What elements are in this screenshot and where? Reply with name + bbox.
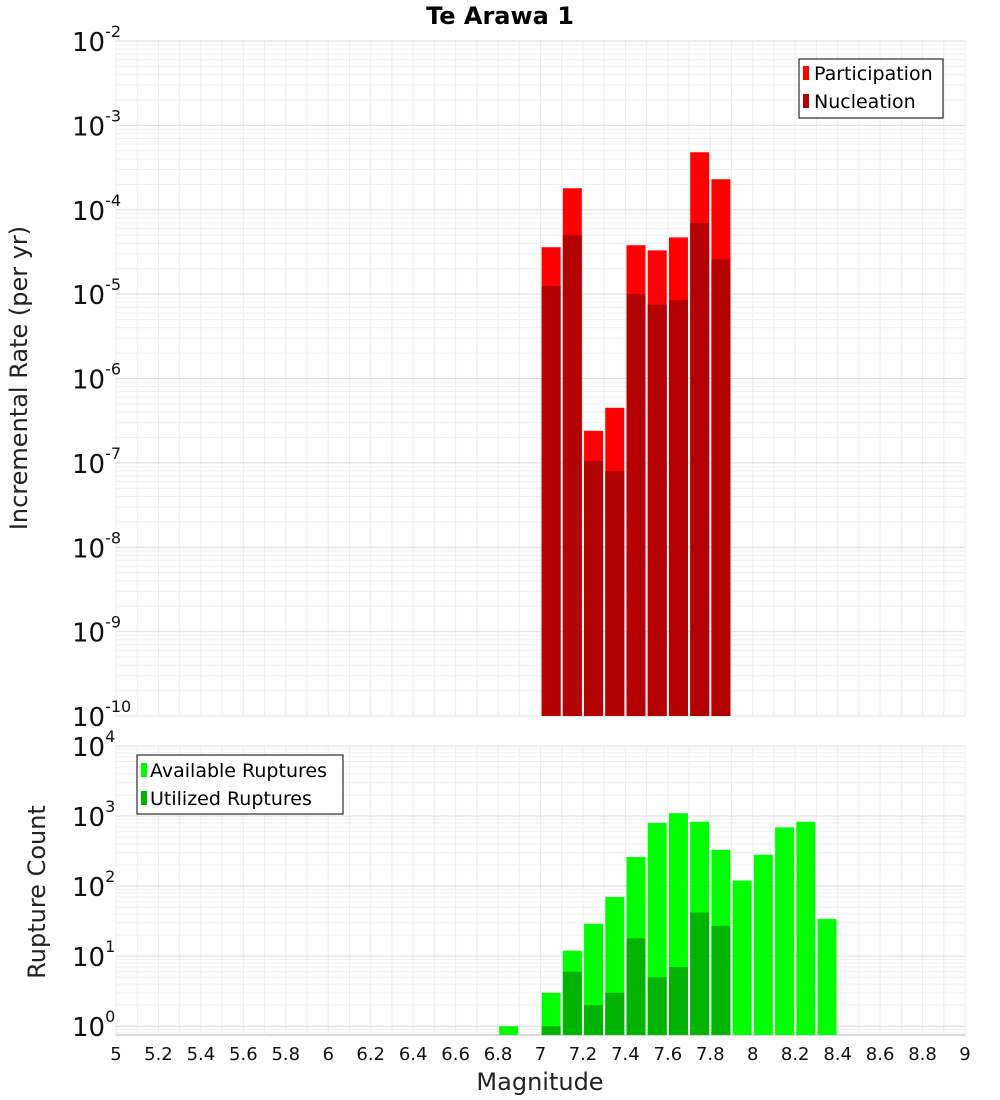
x-tick-label: 5.6 [229, 1044, 258, 1065]
legend-swatch-participation [803, 66, 809, 80]
legend-label-nucleation: Nucleation [814, 91, 916, 113]
x-axis-label: Magnitude [476, 1068, 603, 1096]
y-tick-label: 100 [72, 1007, 115, 1043]
bar-utilized-ruptures [562, 971, 582, 1035]
bar-available-ruptures [775, 827, 795, 1035]
x-tick-label: 8.6 [866, 1044, 895, 1065]
bar-available-ruptures [499, 1026, 519, 1035]
x-tick-label: 8.2 [781, 1044, 810, 1065]
top-legend-box [798, 58, 944, 119]
legend-swatch-utilized [141, 791, 147, 805]
bar-nucleation [605, 471, 625, 716]
bar-utilized-ruptures [626, 938, 646, 1035]
bar-utilized-ruptures [605, 992, 625, 1035]
bar-utilized-ruptures [541, 1026, 561, 1035]
y-tick-label: 10-9 [72, 613, 121, 649]
y-tick-label: 10-7 [72, 444, 121, 480]
bar-utilized-ruptures [584, 1005, 604, 1035]
y-tick-label: 104 [72, 727, 115, 763]
y-tick-label: 10-4 [72, 191, 121, 227]
legend-label-participation: Participation [814, 63, 933, 85]
x-tick-label: 6.4 [399, 1044, 428, 1065]
top-bars [541, 152, 731, 717]
x-tick-label: 5.2 [144, 1044, 173, 1065]
bar-available-ruptures [817, 918, 837, 1035]
bar-available-ruptures [753, 854, 773, 1035]
legend-label-utilized: Utilized Ruptures [150, 788, 312, 810]
bar-available-ruptures [732, 880, 752, 1035]
legend-swatch-available [141, 763, 147, 777]
x-tick-label: 5.4 [187, 1044, 216, 1065]
bar-utilized-ruptures [647, 977, 667, 1035]
x-tick-label: 7.2 [569, 1044, 598, 1065]
bar-available-ruptures [541, 992, 561, 1035]
x-tick-label: 8 [747, 1044, 758, 1065]
bar-nucleation [562, 235, 582, 716]
x-tick-label: 6.6 [441, 1044, 470, 1065]
top-y-axis-label: Incremental Rate (per yr) [5, 226, 33, 530]
top-grid [115, 40, 966, 717]
bar-nucleation [711, 259, 731, 716]
bar-utilized-ruptures [668, 967, 688, 1035]
bar-nucleation [647, 304, 667, 716]
bar-available-ruptures [796, 821, 816, 1035]
y-tick-label: 102 [72, 867, 115, 903]
legend-label-available: Available Ruptures [150, 760, 327, 782]
y-tick-label: 101 [72, 937, 115, 973]
bottom-legend: Available Ruptures Utilized Ruptures [136, 754, 344, 815]
bar-nucleation [626, 294, 646, 716]
x-tick-label: 9 [959, 1044, 970, 1065]
bar-nucleation [541, 285, 561, 716]
x-tick-label: 6.8 [484, 1044, 513, 1065]
y-tick-label: 10-8 [72, 528, 121, 564]
bar-utilized-ruptures [690, 912, 710, 1035]
bar-utilized-ruptures [711, 925, 731, 1035]
bottom-y-axis-label: Rupture Count [23, 805, 51, 979]
top-y-tick-labels: 10-10 10-9 10-8 10-7 10-6 10-5 10-4 10-3 10-2 [72, 22, 131, 733]
x-tick-label: 7 [535, 1044, 546, 1065]
legend-swatch-nucleation [803, 94, 809, 108]
y-tick-label: 10-10 [72, 697, 131, 733]
x-tick-label: 5.8 [271, 1044, 300, 1065]
x-tick-label: 5 [110, 1044, 121, 1065]
bottom-legend-box [136, 754, 344, 815]
bar-nucleation [690, 222, 710, 716]
bottom-plot: 100 101 102 103 104 5 5.2 5.4 5.6 5.8 6 6.2 6.4 6.6 6… [23, 727, 971, 1096]
y-tick-label: 10-3 [72, 106, 121, 142]
y-tick-label: 10-6 [72, 360, 121, 396]
x-tick-label: 7.6 [654, 1044, 683, 1065]
x-tick-labels: 5 5.2 5.4 5.6 5.8 6 6.2 6.4 6.6 6.8 7 7.2 7.4 7.6 7.8 8… [110, 1044, 970, 1065]
x-tick-label: 6.2 [356, 1044, 385, 1065]
chart-title: Te Arawa 1 [426, 2, 574, 30]
y-tick-label: 10-5 [72, 275, 121, 311]
top-legend: Participation Nucleation [798, 58, 944, 119]
y-tick-label: 10-2 [72, 22, 121, 58]
x-tick-label: 6 [323, 1044, 334, 1065]
bar-nucleation [584, 461, 604, 716]
x-tick-label: 8.4 [823, 1044, 852, 1065]
bar-nucleation [668, 300, 688, 716]
y-tick-label: 103 [72, 797, 115, 833]
x-tick-label: 8.8 [908, 1044, 937, 1065]
x-tick-label: 7.4 [611, 1044, 640, 1065]
bottom-y-tick-labels: 100 101 102 103 104 [72, 727, 115, 1043]
x-tick-label: 7.8 [696, 1044, 725, 1065]
top-plot: 10-10 10-9 10-8 10-7 10-6 10-5 10-4 10-3 10-2 In… [5, 22, 966, 733]
bottom-bars [499, 813, 837, 1035]
